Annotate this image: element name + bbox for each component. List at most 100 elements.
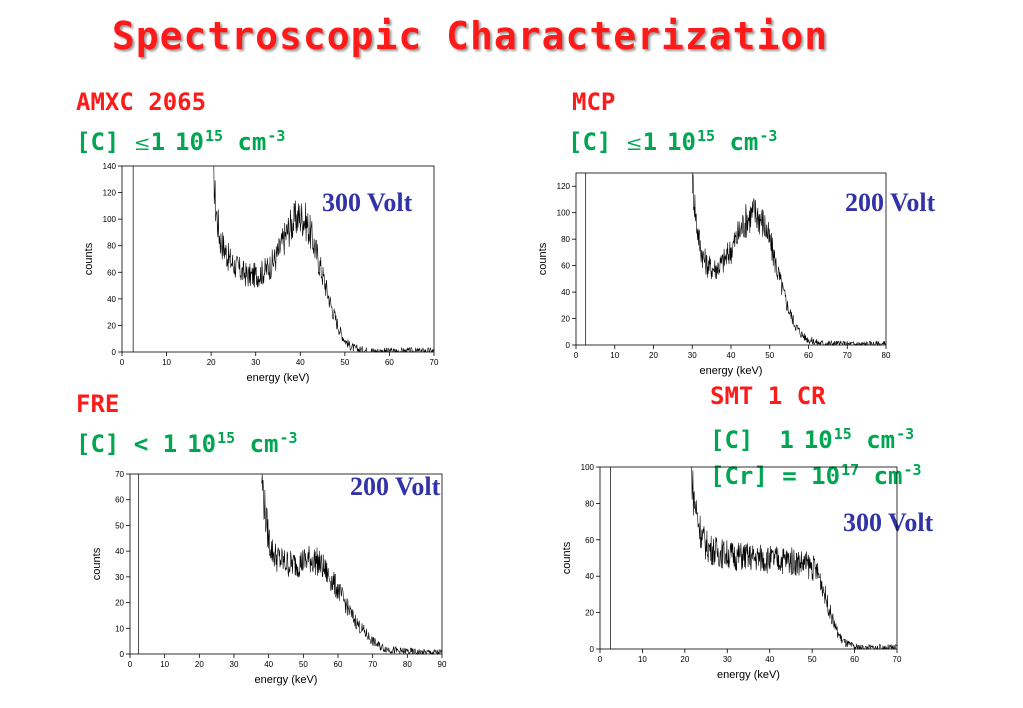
y-tick-label: 40 — [107, 295, 116, 304]
x-tick-label: 80 — [403, 660, 412, 669]
sample-label-1: AMXC 2065 — [76, 88, 207, 116]
plot-frame — [129, 473, 443, 655]
x-tick-label: 30 — [230, 660, 239, 669]
x-tick-label: 70 — [430, 358, 439, 367]
x-tick-label: 40 — [727, 351, 736, 360]
conc-mant: 1 — [779, 426, 794, 454]
conc-mant: 1 — [150, 128, 166, 156]
x-tick-label: 50 — [765, 351, 774, 360]
axes: 0 10 20 30 40 50 60 70 80 0 20 40 60 80 100 120 energy (… — [537, 172, 891, 377]
spectrum-trace — [213, 165, 434, 354]
y-tick-label: 0 — [112, 348, 117, 357]
plot-frame — [599, 466, 898, 650]
conc-prefix: [C] — [76, 430, 120, 458]
voltage-label-2: 200 Volt — [845, 188, 936, 217]
y-tick-label: 40 — [561, 288, 570, 297]
spectrum-chart-1: 0 10 20 30 40 50 60 70 0 20 40 60 80 100 120 140 energy … — [83, 162, 439, 384]
y-tick-label: 40 — [115, 547, 124, 556]
y-tick-label: 20 — [115, 599, 124, 608]
x-tick-label: 50 — [299, 660, 308, 669]
voltage-label-4: 300 Volt — [843, 508, 934, 537]
y-axis-label: counts — [91, 547, 103, 580]
conc-rel: < — [133, 430, 149, 458]
x-axis-label: energy (keV) — [700, 365, 763, 377]
x-tick-label: 70 — [893, 655, 902, 664]
conc-unit-exp: -3 — [759, 127, 778, 145]
x-tick-label: 0 — [598, 655, 603, 664]
conc-base: 10 — [667, 128, 696, 156]
conc-mant: 1 — [162, 430, 178, 458]
x-tick-label: 40 — [296, 358, 305, 367]
x-tick-label: 30 — [723, 655, 732, 664]
conc-unit: cm — [237, 128, 267, 156]
x-tick-label: 60 — [850, 655, 859, 664]
x-tick-label: 30 — [251, 358, 260, 367]
x-tick-label: 0 — [574, 351, 579, 360]
x-tick-label: 20 — [195, 660, 204, 669]
x-tick-label: 20 — [207, 358, 216, 367]
sample-label-4: SMT 1 CR — [710, 382, 826, 410]
x-axis-label: energy (keV) — [717, 669, 780, 681]
y-tick-label: 100 — [557, 209, 571, 218]
x-tick-label: 50 — [340, 358, 349, 367]
sample-label-3: FRE — [76, 390, 120, 418]
x-tick-label: 10 — [638, 655, 647, 664]
conc-exp: 15 — [217, 429, 236, 447]
y-tick-label: 60 — [585, 536, 594, 545]
conc-unit: cm — [866, 426, 896, 454]
concentration-3: [C] < 1 1015 cm-3 — [76, 422, 298, 460]
y-tick-label: 120 — [103, 189, 117, 198]
conc-mant: 1 — [642, 128, 658, 156]
y-tick-label: 20 — [561, 315, 570, 324]
x-tick-label: 80 — [882, 351, 891, 360]
concentration-1: [C] ≤1 1015 cm-3 — [76, 120, 285, 159]
x-tick-label: 0 — [128, 660, 133, 669]
y-tick-label: 40 — [585, 572, 594, 581]
voltage-label-1: 300 Volt — [322, 188, 413, 217]
voltage-label-3: 200 Volt — [350, 472, 441, 501]
y-tick-label: 80 — [585, 499, 594, 508]
x-tick-label: 0 — [120, 358, 125, 367]
conc-prefix: [C] — [710, 426, 754, 454]
spectrum-chart-3: 0 10 20 30 40 50 60 70 80 90 0 10 20 30 40 50 60 70 energy… — [91, 470, 447, 686]
y-tick-label: 70 — [115, 470, 124, 479]
sample-label-2: MCP — [572, 88, 616, 116]
conc-base: 10 — [175, 128, 204, 156]
axes: 0 10 20 30 40 50 60 70 80 90 0 10 20 30 40 50 60 70 energy… — [91, 470, 447, 686]
y-axis-label: counts — [561, 541, 573, 574]
conc-rel: ≤ — [133, 131, 151, 155]
page-title: Spectroscopic Characterization — [111, 14, 829, 58]
x-tick-label: 10 — [162, 358, 171, 367]
x-tick-label: 50 — [808, 655, 817, 664]
y-tick-label: 60 — [561, 262, 570, 271]
y-tick-label: 100 — [103, 215, 117, 224]
x-tick-label: 20 — [649, 351, 658, 360]
conc-exp: 15 — [204, 127, 223, 145]
x-tick-label: 70 — [843, 351, 852, 360]
spectrum-trace — [691, 172, 887, 347]
conc-prefix: [C] — [568, 128, 612, 156]
y-tick-label: 60 — [107, 268, 116, 277]
x-tick-label: 40 — [264, 660, 273, 669]
x-tick-label: 90 — [438, 660, 447, 669]
axes: 0 10 20 30 40 50 60 70 0 20 40 60 80 100 energy (keV) c… — [561, 463, 902, 681]
conc-unit-exp: -3 — [267, 127, 286, 145]
conc-prefix: [C] — [76, 128, 120, 156]
y-tick-label: 0 — [590, 645, 595, 654]
y-tick-label: 100 — [581, 463, 595, 472]
x-tick-label: 60 — [334, 660, 343, 669]
conc-unit-exp: -3 — [896, 425, 915, 443]
concentration-4: [C] 1 1015 cm-3 — [710, 418, 914, 456]
axes: 0 10 20 30 40 50 60 70 0 20 40 60 80 100 120 140 energy … — [83, 162, 439, 384]
spectrum-chart-2: 0 10 20 30 40 50 60 70 80 0 20 40 60 80 100 120 energy (… — [537, 172, 891, 377]
y-tick-label: 60 — [115, 496, 124, 505]
y-tick-label: 80 — [561, 235, 570, 244]
conc-exp: 15 — [696, 127, 715, 145]
conc-base: 10 — [803, 426, 833, 454]
y-tick-label: 20 — [107, 321, 116, 330]
x-tick-label: 70 — [368, 660, 377, 669]
conc-base: 10 — [187, 430, 217, 458]
x-tick-label: 10 — [160, 660, 169, 669]
spectrum-trace — [261, 473, 443, 655]
conc-rel: ≤ — [625, 131, 643, 155]
